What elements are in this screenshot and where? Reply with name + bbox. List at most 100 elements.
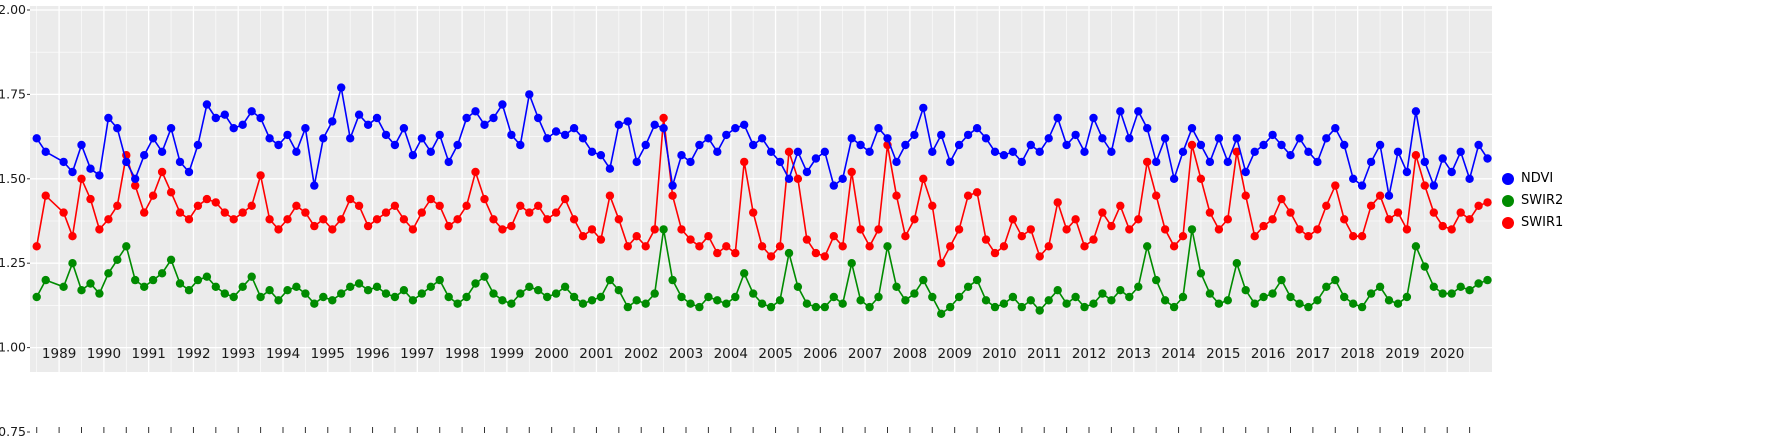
swir1-data-point <box>1402 225 1412 234</box>
ndvi-data-point <box>1008 147 1018 156</box>
swir2-data-point <box>1456 282 1465 291</box>
swir1-data-point <box>1152 191 1161 200</box>
swir2-data-point <box>820 302 829 312</box>
swir1-data-point <box>1349 232 1358 241</box>
swir2-data-point <box>1295 299 1304 308</box>
ndvi-data-point <box>802 167 812 177</box>
ndvi-data-point <box>1349 174 1358 183</box>
x-tick-label-2010: 2010 <box>982 346 1016 362</box>
swir1-data-point <box>1456 208 1465 217</box>
ndvi-data-point <box>435 130 444 140</box>
swir2-data-point <box>157 269 167 278</box>
ndvi-data-point <box>838 174 847 183</box>
ndvi-data-point <box>301 124 310 133</box>
swir2-data-point <box>704 292 713 302</box>
gridlines <box>30 6 1492 372</box>
swir2-data-point <box>516 289 525 298</box>
swir2-data-point <box>1259 292 1268 302</box>
ndvi-data-point <box>148 134 158 143</box>
ndvi-data-point <box>981 134 991 143</box>
swir1-data-point <box>704 232 713 241</box>
swir1-data-point <box>462 201 471 210</box>
swir1-data-point <box>856 225 865 234</box>
x-tick-label-1993: 1993 <box>221 346 255 362</box>
ndvi-data-point <box>32 134 41 143</box>
x-tick-label-1998: 1998 <box>445 346 479 362</box>
swir1-data-point <box>1420 181 1430 190</box>
ndvi-data-point <box>578 134 588 143</box>
swir2-data-point <box>847 259 856 268</box>
swir1-data-point <box>525 208 534 217</box>
swir1-data-point <box>963 191 973 200</box>
swir2-data-point <box>292 282 301 291</box>
swir2-data-point <box>346 282 355 291</box>
ndvi-data-point <box>972 124 982 133</box>
swir2-data-point <box>757 299 767 308</box>
swir2-data-point <box>954 292 964 302</box>
swir2-data-point <box>68 259 77 268</box>
swir1-legend-dot-icon <box>1502 216 1514 229</box>
swir1-data-point <box>211 198 220 207</box>
swir2-data-point <box>784 248 794 258</box>
ndvi-data-point <box>59 157 68 167</box>
swir2-data-point <box>659 225 668 234</box>
ndvi-data-point <box>453 140 462 150</box>
ndvi-data-point <box>41 147 50 156</box>
swir2-data-point <box>337 289 346 298</box>
legend-label-swir2: SWIR2 <box>1521 193 1564 208</box>
swir2-data-point <box>328 296 337 305</box>
swir1-data-point <box>802 235 812 244</box>
ndvi-data-point <box>1160 134 1170 143</box>
swir1-data-point <box>757 242 767 251</box>
swir1-data-point <box>77 174 86 183</box>
ndvi-data-point <box>390 140 400 150</box>
swir2-data-point <box>498 296 507 305</box>
ndvi-data-point <box>1429 181 1439 190</box>
swir2-data-point <box>1366 289 1376 298</box>
ndvi-data-point <box>1169 174 1179 183</box>
ndvi-data-point <box>1277 140 1286 150</box>
swir1-data-point <box>444 221 453 231</box>
swir2-data-point <box>1313 296 1322 305</box>
swir2-data-point <box>1286 292 1295 302</box>
swir1-data-point <box>166 188 176 197</box>
swir2-data-point <box>749 289 758 298</box>
x-tick-label-2007: 2007 <box>848 346 882 362</box>
swir1-data-point <box>999 242 1009 251</box>
x-tick-label-1989: 1989 <box>42 346 76 362</box>
swir2-data-point <box>614 286 623 295</box>
swir1-data-point <box>892 191 901 200</box>
swir2-data-point <box>1474 279 1483 288</box>
ndvi-data-point <box>811 154 821 163</box>
legend-label-swir1: SWIR1 <box>1521 215 1564 230</box>
swir1-data-point <box>560 194 570 204</box>
ndvi-data-point <box>534 113 543 123</box>
ndvi-data-point <box>1107 147 1116 156</box>
x-tick-label-2009: 2009 <box>937 346 971 362</box>
ndvi-data-point <box>516 140 525 150</box>
x-tick-label-2019: 2019 <box>1385 346 1419 362</box>
swir1-data-point <box>954 225 964 234</box>
swir2-data-point <box>310 299 319 308</box>
ndvi-data-point <box>740 120 749 129</box>
swir1-data-point <box>919 174 928 183</box>
swir1-data-point <box>1143 157 1152 167</box>
swir2-data-point <box>184 286 194 295</box>
swir2-data-point <box>722 299 731 308</box>
swir1-data-point <box>731 248 740 258</box>
bottom-tick-strip <box>36 427 1471 433</box>
ndvi-data-point <box>1241 167 1250 177</box>
ndvi-data-point <box>910 130 919 140</box>
x-tick-label-1999: 1999 <box>490 346 524 362</box>
swir2-data-point <box>1178 292 1188 302</box>
ndvi-data-point <box>1134 107 1143 116</box>
swir1-data-point <box>981 235 991 244</box>
ndvi-data-point <box>283 130 292 140</box>
swir2-data-point <box>1232 259 1242 268</box>
swir2-data-point <box>802 299 812 308</box>
x-tick-label-2015: 2015 <box>1206 346 1240 362</box>
swir2-data-point <box>1393 299 1403 308</box>
swir1-data-point <box>202 194 212 204</box>
ndvi-data-point <box>1062 140 1071 150</box>
y-tick-label-0.75: 0.75 <box>0 424 26 439</box>
